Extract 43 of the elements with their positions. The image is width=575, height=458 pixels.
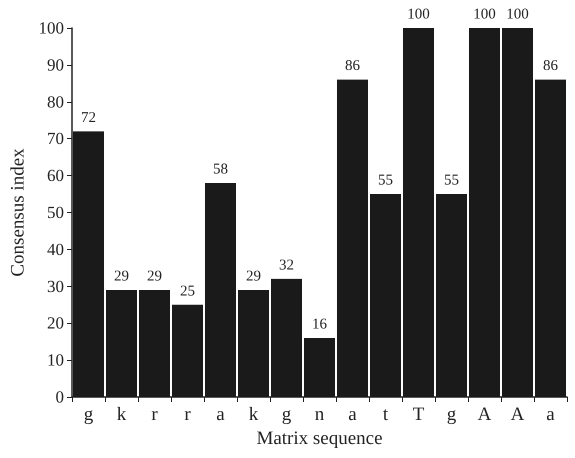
y-tick-label: 80 [47, 92, 64, 112]
x-tick-label: A [478, 404, 492, 425]
y-tick-label: 40 [47, 240, 64, 259]
data-label: 58 [213, 161, 228, 178]
data-label: 100 [407, 6, 430, 22]
data-label: 32 [279, 257, 294, 274]
data-label: 29 [114, 268, 129, 284]
data-label: 29 [246, 268, 261, 284]
data-label: 25 [180, 283, 195, 300]
y-tick-label: 60 [47, 166, 64, 186]
y-tick-label: 50 [47, 203, 64, 222]
y-tick-label: 90 [47, 55, 64, 74]
x-tick-label: g [282, 404, 292, 425]
y-tick-label: 0 [56, 388, 64, 406]
x-tick-label: t [382, 404, 389, 425]
data-label: 72 [81, 110, 96, 126]
y-axis-title: Consensus index [8, 148, 29, 277]
data-label: 29 [147, 268, 162, 284]
x-tick-label: A [510, 404, 525, 425]
y-tick-label: 70 [47, 129, 64, 148]
x-axis-title: Matrix sequence [256, 428, 383, 449]
data-label: 16 [312, 316, 328, 332]
x-tick-label: a [546, 404, 556, 425]
x-tick-label: r [184, 404, 192, 425]
y-tick-label: 100 [38, 18, 64, 38]
data-label: 86 [345, 58, 360, 74]
y-tick-label: 10 [47, 350, 64, 370]
x-tick-label: g [446, 404, 457, 425]
y-tick-label: 20 [47, 314, 64, 333]
x-tick-label: n [314, 404, 325, 425]
x-tick-label: a [216, 404, 226, 425]
x-tick-label: k [248, 404, 259, 425]
x-tick-label: r [151, 404, 158, 425]
data-label: 100 [473, 6, 496, 22]
data-label: 86 [543, 58, 558, 74]
data-label: 100 [506, 6, 529, 22]
data-label: 55 [378, 172, 393, 189]
x-tick-label: a [348, 404, 358, 425]
x-tick-label: g [84, 404, 94, 425]
data-label: 55 [444, 172, 459, 189]
x-tick-label: T [412, 404, 425, 425]
x-tick-label: k [116, 404, 127, 425]
y-tick-label: 30 [47, 276, 64, 296]
